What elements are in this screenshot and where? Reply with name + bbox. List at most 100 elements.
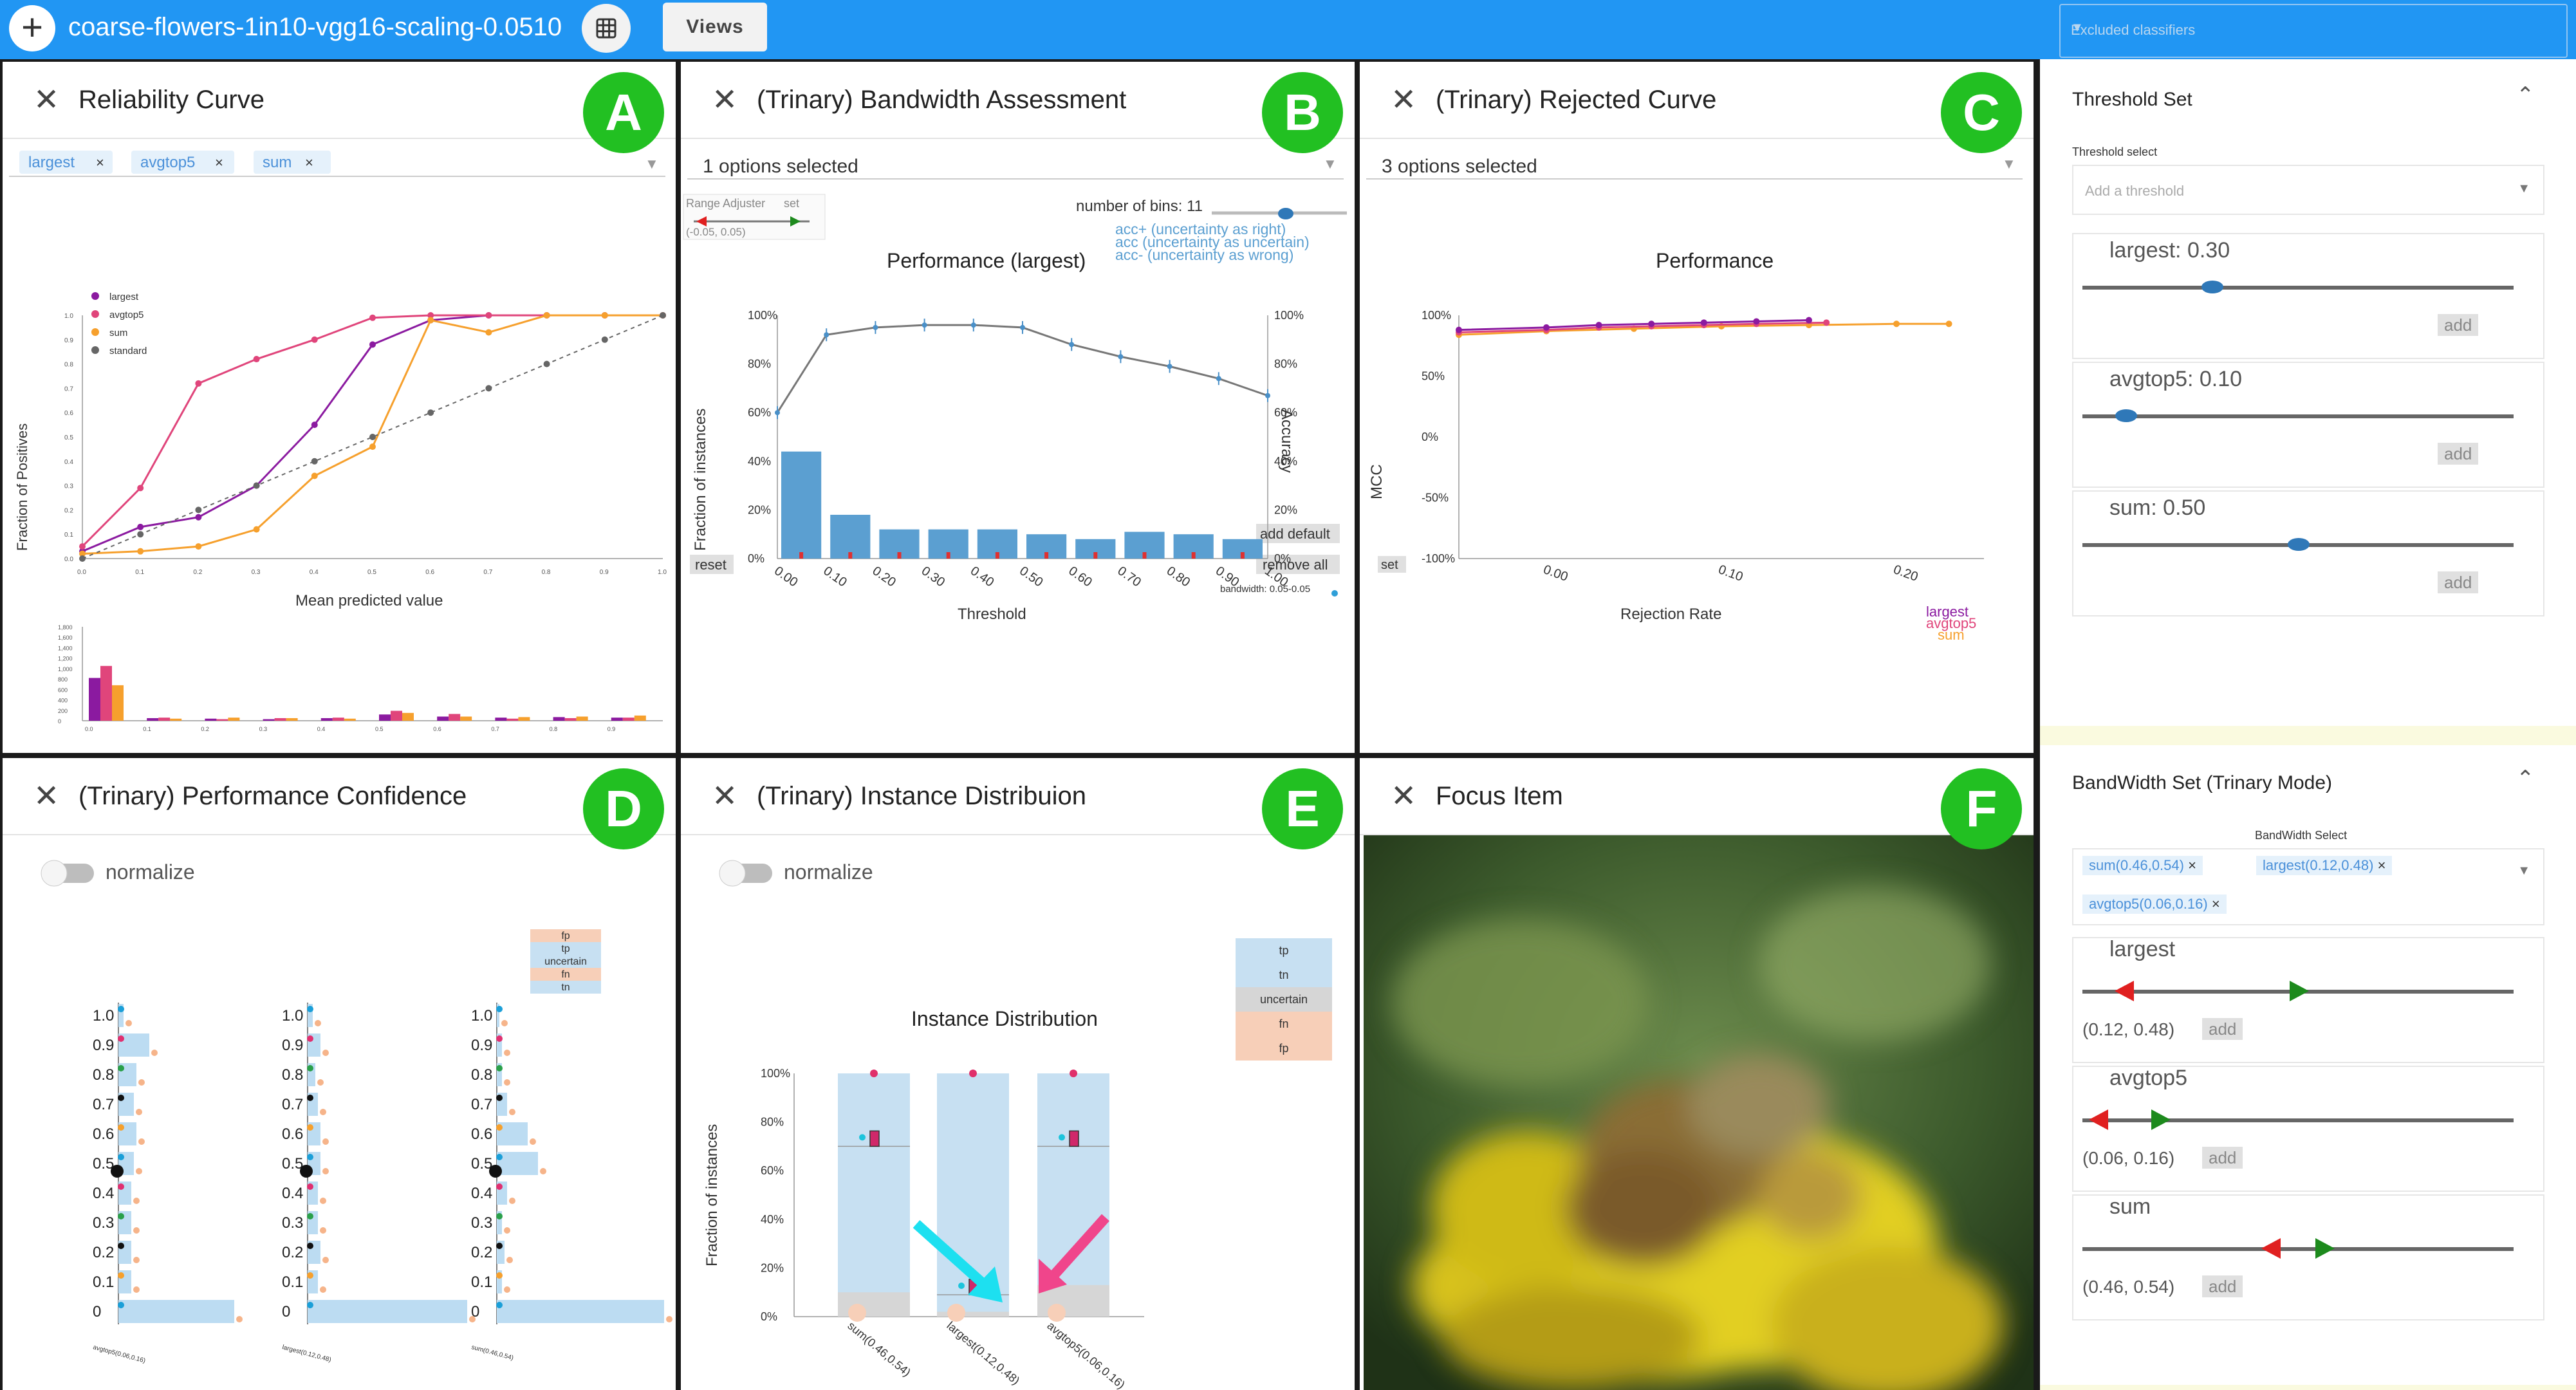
- chevron-down-icon: ▼: [2002, 156, 2016, 172]
- y-tick-label: 0.9: [64, 337, 73, 344]
- confidence-dot: [504, 1079, 510, 1086]
- add-threshold-button[interactable]: add: [2438, 314, 2479, 336]
- threshold-slider-track[interactable]: [2082, 414, 2514, 418]
- confidence-dot: [317, 1079, 324, 1086]
- accuracy-point: [970, 322, 976, 328]
- threshold-select[interactable]: Add a threshold ▼: [2072, 165, 2544, 215]
- bandwidth-high-handle[interactable]: [2315, 1238, 2335, 1259]
- close-icon[interactable]: ✕: [33, 83, 60, 117]
- bandwidth-low-handle[interactable]: [2115, 981, 2135, 1001]
- y-tick-label: 0.6: [93, 1126, 114, 1143]
- classifier-chip[interactable]: largest ×: [19, 151, 113, 174]
- confidence-dot: [666, 1316, 672, 1322]
- range-high-handle[interactable]: [790, 216, 801, 227]
- chevron-up-icon[interactable]: ⌃: [2516, 83, 2535, 107]
- bandwidth-high-handle[interactable]: [2151, 1109, 2171, 1130]
- confidence-marker: [496, 1154, 503, 1160]
- add-bandwidth-button[interactable]: add: [2202, 1147, 2243, 1169]
- close-icon[interactable]: ✕: [1391, 779, 1417, 813]
- add-threshold-button[interactable]: add: [2438, 443, 2479, 465]
- add-default-button[interactable]: add default: [1256, 524, 1340, 543]
- x-axis-label: Mean predicted value: [295, 592, 443, 609]
- y-tick-label: 0.5: [282, 1155, 303, 1172]
- confidence-marker: [118, 1213, 124, 1219]
- y-tick-label: 60%: [761, 1164, 784, 1177]
- bandwidth-range-value: (0.46, 0.54): [2082, 1277, 2175, 1297]
- instance-distribution-chart: normalize Instance Distribution Fraction…: [703, 860, 1332, 1390]
- threshold-slider-handle[interactable]: [2288, 538, 2310, 551]
- x-axis-label: Threshold: [958, 606, 1026, 623]
- views-button[interactable]: Views: [663, 3, 767, 51]
- x-tick-label: 0.20: [870, 564, 899, 589]
- add-bandwidth-button[interactable]: add: [2202, 1275, 2243, 1297]
- bandwidth-chip[interactable]: sum(0.46,0.54) ×: [2082, 856, 2203, 875]
- chevron-down-icon: ▼: [2071, 21, 2084, 35]
- x-tick-label: 0.2: [193, 569, 202, 576]
- hist-x-tick: 0.1: [143, 726, 151, 732]
- data-point-standard: [485, 385, 492, 392]
- classifier-select[interactable]: 3 options selected: [1382, 156, 1537, 177]
- y-tick-label: 0.4: [64, 459, 73, 466]
- grid-layout-button[interactable]: [582, 4, 631, 53]
- bandwidth-chip[interactable]: avgtop5(0.06,0.16) ×: [2082, 894, 2227, 914]
- confidence-marker: [496, 1006, 503, 1012]
- add-threshold-button[interactable]: add: [2438, 571, 2479, 593]
- confidence-dot: [133, 1257, 140, 1263]
- set-button[interactable]: set: [1378, 556, 1406, 573]
- confidence-dot: [322, 1138, 329, 1145]
- data-point-largest: [1543, 324, 1550, 331]
- classifier-chip[interactable]: sum ×: [254, 151, 331, 174]
- chip-remove-icon: ×: [2211, 896, 2220, 912]
- add-panel-button[interactable]: +: [9, 5, 55, 51]
- x-tick-label: 0.00: [772, 564, 801, 589]
- x-tick-label: 0.70: [1115, 564, 1144, 589]
- bandwidth-select[interactable]: sum(0.46,0.54) × largest(0.12,0.48) × av…: [2072, 848, 2544, 925]
- bandwidth-low-handle[interactable]: [2089, 1109, 2109, 1130]
- top-bar: + coarse-flowers-1in10-vgg16-scaling-0.0…: [0, 0, 2576, 59]
- bandwidth-high-handle[interactable]: [2289, 981, 2309, 1001]
- y-tick-right: 20%: [1274, 503, 1297, 516]
- panel-performance-confidence: ✕ (Trinary) Performance Confidence D nor…: [3, 758, 676, 1390]
- confidence-bar: [118, 1300, 234, 1323]
- confidence-marker: [307, 1095, 313, 1101]
- chevron-up-icon[interactable]: ⌃: [2516, 766, 2535, 791]
- bar-marker: [1191, 552, 1196, 559]
- threshold-slider-handle[interactable]: [2115, 409, 2137, 422]
- bandwidth-slider-track[interactable]: [2082, 1247, 2514, 1251]
- legend-largest: largest: [1926, 604, 1969, 620]
- normalize-toggle[interactable]: [41, 860, 94, 887]
- bins-slider-handle[interactable]: [1278, 208, 1293, 219]
- hist-bar-avgtop5: [449, 714, 461, 721]
- close-icon[interactable]: ✕: [712, 83, 738, 117]
- confidence-dot: [133, 1198, 140, 1204]
- y-tick-label: 0.6: [282, 1126, 303, 1143]
- reset-button[interactable]: reset: [690, 555, 734, 574]
- range-low-handle[interactable]: [696, 216, 707, 227]
- y-tick-right: 80%: [1274, 358, 1297, 371]
- range-set-button[interactable]: set: [784, 197, 799, 210]
- close-icon[interactable]: ✕: [33, 779, 60, 813]
- classifier-chip[interactable]: avgtop5 ×: [131, 151, 234, 174]
- classifier-select[interactable]: 1 options selected: [703, 156, 858, 177]
- group-label: largest(0.12,0.48): [281, 1344, 332, 1364]
- x-tick-label: 0.10: [1716, 562, 1745, 584]
- confidence-marker: [307, 1302, 313, 1308]
- hist-x-tick: 0.3: [259, 726, 268, 732]
- close-icon[interactable]: ✕: [1391, 83, 1417, 117]
- normalize-toggle[interactable]: [719, 860, 772, 887]
- bandwidth-slider-track[interactable]: [2082, 1118, 2514, 1122]
- close-icon[interactable]: ✕: [712, 779, 738, 813]
- x-tick-label: 0.50: [1017, 564, 1046, 589]
- threshold-slider-track[interactable]: [2082, 286, 2514, 290]
- data-point-avgtop5: [79, 543, 86, 550]
- bandwidth-low-handle[interactable]: [2261, 1238, 2281, 1259]
- y-tick-label: 0.2: [64, 507, 73, 514]
- y-tick-label: 0.5: [64, 434, 73, 441]
- remove-all-button[interactable]: remove all: [1256, 555, 1340, 574]
- add-bandwidth-button[interactable]: add: [2202, 1018, 2243, 1040]
- y-tick-left: 80%: [748, 358, 771, 371]
- excluded-classifiers-select[interactable]: Excluded classifiers ▼: [2059, 4, 2568, 58]
- threshold-slider-handle[interactable]: [2201, 281, 2223, 293]
- bandwidth-chip[interactable]: largest(0.12,0.48) ×: [2256, 856, 2393, 875]
- y-tick-label: -50%: [1422, 492, 1449, 505]
